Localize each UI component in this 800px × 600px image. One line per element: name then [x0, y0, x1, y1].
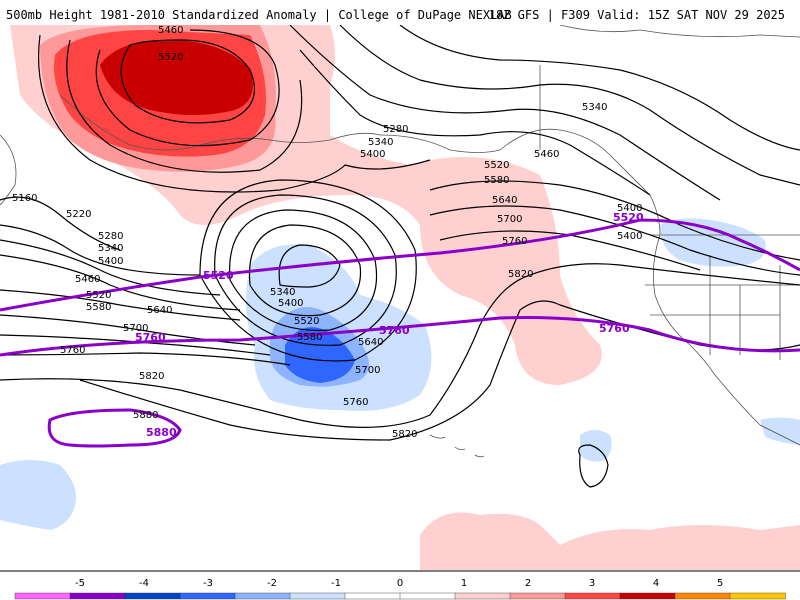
- colorbar-tick-label: -1: [331, 578, 341, 589]
- colorbar: -5 -4 -3 -2 -1 0 1 2 3 4 5: [0, 570, 800, 600]
- colorbar-swatch: [124, 592, 181, 600]
- colorbar-swatch: [14, 592, 71, 600]
- positive-anomaly-area: [100, 39, 253, 115]
- colorbar-swatch: [564, 592, 621, 600]
- contour-label: 5340: [582, 102, 607, 113]
- colorbar-tick-label: -3: [203, 578, 213, 589]
- map-canvas: 5460 5520 5280 5340 5400 5460 5340 5400 …: [0, 25, 800, 570]
- contour-label: 5280: [383, 124, 408, 135]
- negative-anomaly-area: [660, 218, 766, 267]
- contour-label: 5520: [484, 160, 509, 171]
- map-header: 500mb Height 1981-2010 Standardized Anom…: [0, 0, 800, 28]
- contour-label: 5520: [158, 52, 183, 63]
- colorbar-swatch: [399, 592, 456, 600]
- contour-label: 5760: [60, 345, 85, 356]
- purple-contour-label: 5760: [599, 322, 630, 335]
- contour-label: 5580: [484, 175, 509, 186]
- colorbar-swatch: [674, 592, 731, 600]
- colorbar-tick-label: 0: [397, 578, 403, 589]
- purple-contour-label: 5880: [146, 426, 177, 439]
- contour-label: 5580: [297, 332, 322, 343]
- model-valid-time: 18Z GFS | F309 Valid: 15Z SAT NOV 29 202…: [488, 8, 785, 22]
- contour-label: 5400: [617, 203, 642, 214]
- contour-label: 5340: [368, 137, 393, 148]
- colorbar-tick-label: -4: [139, 578, 149, 589]
- contour-label: 5520: [86, 290, 111, 301]
- contour-label: 5640: [147, 305, 172, 316]
- contour-labels: 5460 5520 5280 5340 5400 5460 5340 5400 …: [12, 25, 642, 440]
- purple-contour-label: 5760: [135, 331, 166, 344]
- contour-label: 5400: [617, 231, 642, 242]
- colorbar-swatch: [69, 592, 126, 600]
- colorbar-swatch: [619, 592, 676, 600]
- purple-contour-label: 5760: [379, 324, 410, 337]
- contour-label: 5460: [158, 25, 183, 36]
- purple-contour-labels: 5520 5760 5760 5760 5880 5520: [135, 211, 644, 439]
- contour-label: 5700: [355, 365, 380, 376]
- contour-label: 5700: [497, 214, 522, 225]
- colorbar-tick-label: -5: [75, 578, 85, 589]
- colorbar-tick-label: 4: [653, 578, 659, 589]
- colorbar-tick-label: 3: [589, 578, 595, 589]
- map-title: 500mb Height 1981-2010 Standardized Anom…: [6, 8, 512, 22]
- positive-anomaly-area: [420, 512, 800, 570]
- colorbar-swatch: [454, 592, 511, 600]
- contour-label: 5400: [278, 298, 303, 309]
- contour-label: 5760: [502, 236, 527, 247]
- colorbar-ticks: -5 -4 -3 -2 -1 0 1 2 3 4 5: [75, 578, 723, 589]
- negative-anomaly-area: [760, 417, 800, 445]
- contour-label: 5880: [133, 410, 158, 421]
- colorbar-swatch: [344, 592, 401, 600]
- purple-contour-label: 5520: [203, 269, 234, 282]
- contour-label: 5820: [139, 371, 164, 382]
- contour-label: 5160: [12, 193, 37, 204]
- colorbar-swatch: [289, 592, 346, 600]
- coastlines: [0, 25, 800, 458]
- negative-anomaly-area: [0, 460, 76, 530]
- contour-label: 5640: [492, 195, 517, 206]
- contour-label: 5460: [75, 274, 100, 285]
- contour-label: 5460: [534, 149, 559, 160]
- colorbar-swatch: [179, 592, 236, 600]
- contour-label: 5820: [508, 269, 533, 280]
- contour-label: 5220: [66, 209, 91, 220]
- colorbar-legend: -5 -4 -3 -2 -1 0 1 2 3 4 5: [0, 570, 800, 600]
- contour-label: 5580: [86, 302, 111, 313]
- weather-map: 5460 5520 5280 5340 5400 5460 5340 5400 …: [0, 25, 800, 570]
- colorbar-tick-label: 5: [717, 578, 723, 589]
- purple-contours: [0, 218, 800, 448]
- contour-label: 5760: [343, 397, 368, 408]
- contour-label: 5640: [358, 337, 383, 348]
- colorbar-swatches: [14, 592, 786, 600]
- contour-label: 5520: [294, 316, 319, 327]
- contour-label: 5340: [98, 243, 123, 254]
- contour-label: 5400: [98, 256, 123, 267]
- colorbar-tick-label: 1: [461, 578, 467, 589]
- contour-label: 5820: [392, 429, 417, 440]
- contour-label: 5700: [123, 323, 148, 334]
- contour-label: 5340: [270, 287, 295, 298]
- colorbar-swatch: [509, 592, 566, 600]
- negative-anomaly-area: [285, 327, 355, 383]
- contour-label: 5280: [98, 231, 123, 242]
- colorbar-swatch: [729, 592, 786, 600]
- purple-contour-label: 5520: [613, 211, 644, 224]
- colorbar-tick-label: -2: [267, 578, 277, 589]
- colorbar-swatch: [234, 592, 291, 600]
- colorbar-tick-label: 2: [525, 578, 531, 589]
- contour-label: 5400: [360, 149, 385, 160]
